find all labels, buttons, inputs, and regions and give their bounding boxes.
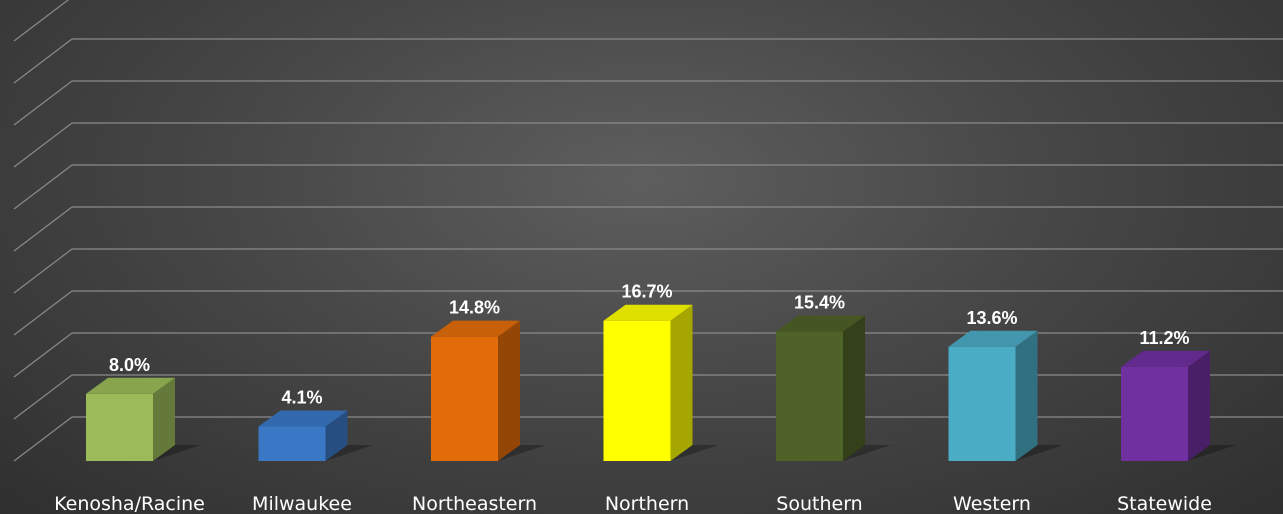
x-tick-label: Western xyxy=(953,493,1031,514)
gridline-side xyxy=(13,290,73,336)
bar-top xyxy=(258,410,348,427)
x-tick-label: Northern xyxy=(605,493,689,514)
bar xyxy=(86,377,201,461)
bar xyxy=(776,315,891,461)
bar-top xyxy=(1121,350,1210,367)
bar-top xyxy=(948,330,1038,347)
bar-side xyxy=(153,377,175,461)
bar-side xyxy=(1015,330,1038,461)
gridline-side xyxy=(13,374,73,420)
bar-side xyxy=(498,320,520,461)
x-tick-label: Milwaukee xyxy=(252,493,352,514)
bar-front xyxy=(258,426,326,461)
bar-front xyxy=(776,331,843,461)
x-axis-labels: Kenosha/Racine Milwaukee Northeastern North… xyxy=(54,493,1212,514)
gridline-side xyxy=(13,332,73,378)
data-label: 8.0% xyxy=(109,355,150,375)
gridline-side xyxy=(13,164,73,210)
bar-top xyxy=(431,320,520,337)
x-tick-label: Kenosha/Racine xyxy=(54,493,205,514)
bar-top xyxy=(603,304,693,321)
gridline-side xyxy=(13,248,73,294)
x-tick-label: Northeastern xyxy=(412,493,537,514)
data-label: 11.2% xyxy=(1139,328,1189,348)
bar-side xyxy=(843,315,865,461)
bar-top xyxy=(86,377,175,394)
data-label: 16.7% xyxy=(621,282,672,302)
data-label: 15.4% xyxy=(794,293,845,313)
gridline-side xyxy=(13,80,73,126)
bar xyxy=(431,320,546,461)
gridline-side xyxy=(13,416,73,462)
bar-front xyxy=(948,346,1016,461)
bars xyxy=(86,304,1236,461)
bar-side xyxy=(1188,350,1210,461)
gridline-side xyxy=(13,38,73,84)
gridline-side xyxy=(13,122,73,168)
bar-side xyxy=(670,304,693,461)
x-tick-label: Statewide xyxy=(1117,493,1212,514)
bar xyxy=(603,304,719,461)
gridline-side xyxy=(13,0,70,42)
bar xyxy=(1121,350,1236,461)
bar-front xyxy=(431,336,498,461)
bar-side xyxy=(325,410,348,461)
x-tick-label: Southern xyxy=(776,493,862,514)
data-label: 4.1% xyxy=(281,388,322,408)
bar xyxy=(948,330,1064,461)
bar-front xyxy=(86,393,153,461)
bar-front xyxy=(1121,366,1188,461)
bar-front xyxy=(603,320,671,461)
data-label: 13.6% xyxy=(966,308,1017,328)
bar-top xyxy=(776,315,865,332)
bar xyxy=(258,410,374,461)
data-label: 14.8% xyxy=(449,298,500,318)
data-labels: 8.0% 4.1% 14.8% 16.7% 15.4% 13.6% 11.2% xyxy=(109,282,1190,408)
gridline-side xyxy=(13,206,73,252)
